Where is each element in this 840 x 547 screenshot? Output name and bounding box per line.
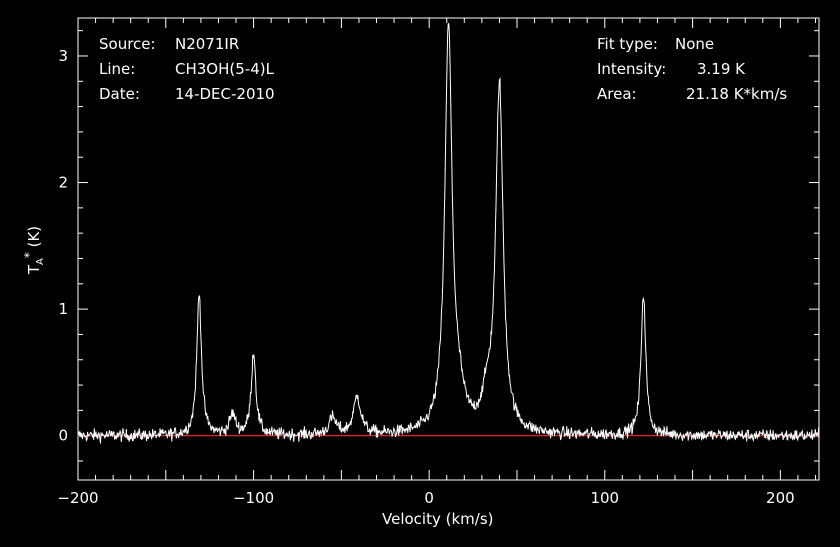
intensity-value: 3.19 K [697,60,746,78]
axis-ticks [77,18,819,480]
area-value: 21.18 K*km/s [686,85,788,103]
date-label: Date: [99,85,140,103]
date-value: 14-DEC-2010 [175,85,275,103]
x-tick-label: −100 [233,489,274,507]
y-tick-label: 1 [58,300,68,318]
fit-type-value: None [675,35,715,53]
intensity-label: Intensity: [597,60,667,78]
x-tick-label: 200 [766,489,795,507]
line-value: CH3OH(5-4)L [175,60,274,78]
tick-labels: −200 −100 0 100 200 0 1 2 3 [57,47,794,507]
y-tick-label: 3 [58,47,68,65]
x-axis-label: Velocity (km/s) [382,510,494,528]
x-tick-label: 0 [424,489,434,507]
spectrum-line [77,23,820,444]
y-tick-label: 0 [58,427,68,445]
y-tick-label: 2 [58,174,68,192]
line-label: Line: [99,60,136,78]
fit-type-label: Fit type: [597,35,658,53]
area-label: Area: [597,85,637,103]
x-tick-label: 100 [590,489,619,507]
y-axis-label: TA* (K) [22,225,46,275]
plot-frame [77,17,820,481]
x-tick-label: −200 [57,489,98,507]
source-label: Source: [99,35,156,53]
source-value: N2071IR [175,35,240,53]
